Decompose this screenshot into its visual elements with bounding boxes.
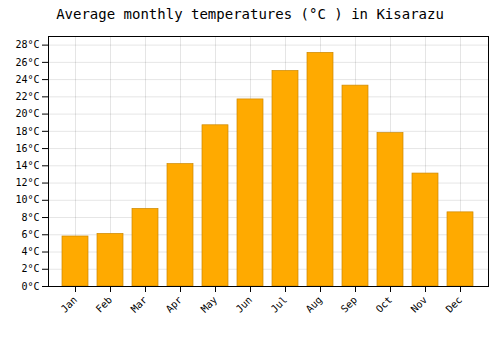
svg-text:2°C: 2°C [21,263,39,274]
svg-text:Jul: Jul [269,294,290,315]
svg-text:20°C: 20°C [15,108,39,119]
svg-text:Oct: Oct [374,294,395,315]
svg-text:Sep: Sep [339,294,360,315]
svg-text:Jun: Jun [234,294,255,315]
svg-text:6°C: 6°C [21,229,39,240]
svg-text:8°C: 8°C [21,212,39,223]
svg-text:18°C: 18°C [15,126,39,137]
svg-text:22°C: 22°C [15,91,39,102]
svg-text:Nov: Nov [409,294,430,315]
svg-text:Mar: Mar [129,294,150,315]
svg-text:10°C: 10°C [15,194,39,205]
svg-text:Dec: Dec [444,294,465,315]
html-text:Average monthly temperatures (: Average monthly temperatures (°C ) in Ki… [56,6,444,22]
svg-text:Aug: Aug [304,294,325,315]
svg-text:Feb: Feb [94,294,115,315]
svg-text:14°C: 14°C [15,160,39,171]
svg-text:Jan: Jan [59,294,80,315]
svg-text:0°C: 0°C [21,281,39,292]
svg-text:26°C: 26°C [15,57,39,68]
svg-text:16°C: 16°C [15,143,39,154]
svg-text:4°C: 4°C [21,246,39,257]
svg-text:12°C: 12°C [15,177,39,188]
svg-text:24°C: 24°C [15,74,39,85]
svg-text:Apr: Apr [164,294,185,315]
svg-text:May: May [199,294,220,315]
svg-text:28°C: 28°C [15,39,39,50]
